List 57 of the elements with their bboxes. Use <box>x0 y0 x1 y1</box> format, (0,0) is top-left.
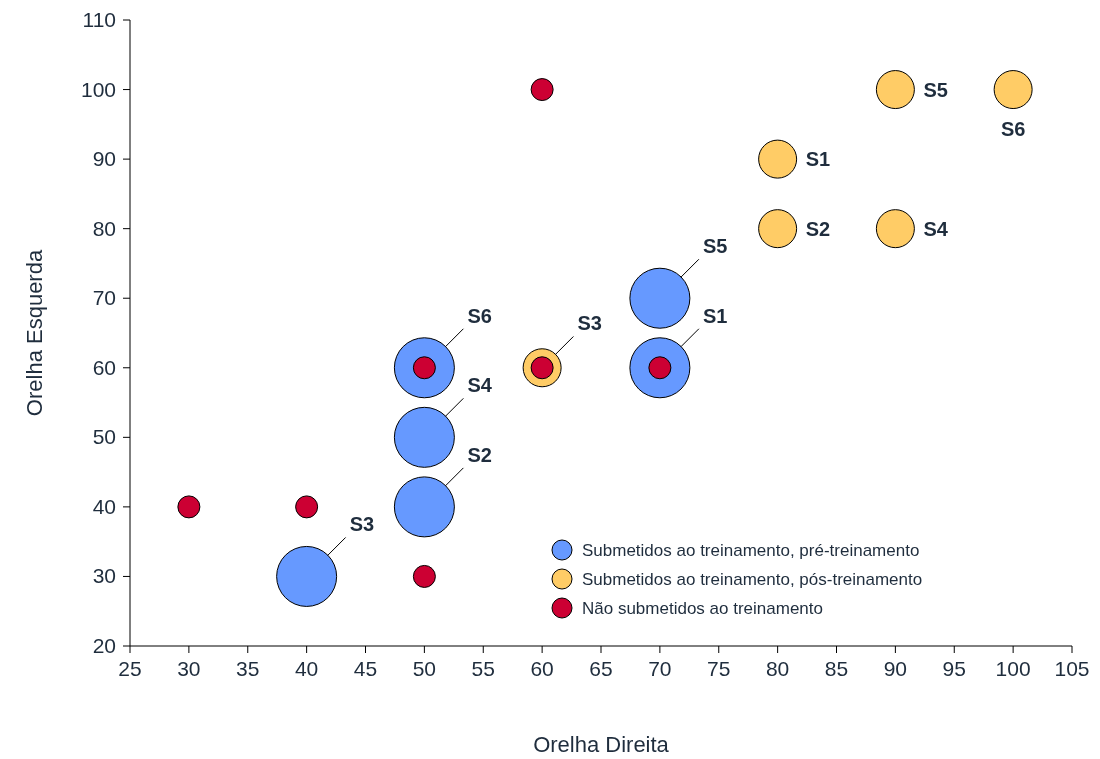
x-tick-label: 30 <box>177 657 201 680</box>
annotation: S2 <box>467 443 492 466</box>
point <box>875 209 915 249</box>
annotation: S3 <box>577 312 602 335</box>
legend-label: Não submetidos ao treinamento <box>582 599 823 618</box>
x-tick-label: 55 <box>471 657 495 680</box>
y-tick-label: 30 <box>92 564 116 588</box>
y-tick-label: 110 <box>82 8 116 31</box>
point <box>875 70 915 110</box>
legend-label: Submetidos ao treinamento, pré-treinamento <box>582 541 920 560</box>
x-tick-label: 75 <box>707 657 731 680</box>
x-tick-label: 80 <box>765 657 790 680</box>
annotation: S2 <box>805 217 831 240</box>
x-tick-label: 95 <box>942 657 966 680</box>
point <box>758 209 798 249</box>
x-tick-label: 45 <box>353 657 378 680</box>
x-tick-label: 40 <box>294 657 319 680</box>
point <box>758 139 798 179</box>
y-tick-label: 90 <box>92 147 116 171</box>
x-axis-title: Orelha Direita <box>533 732 670 757</box>
point <box>629 267 691 329</box>
annotation: S1 <box>805 148 831 171</box>
y-tick-label: 40 <box>92 494 116 518</box>
x-tick-label: 70 <box>648 657 672 680</box>
x-tick-label: 25 <box>118 657 142 680</box>
annotation: S5 <box>702 235 728 258</box>
point <box>393 406 455 468</box>
annotation: S3 <box>349 513 375 536</box>
point <box>276 545 338 607</box>
x-tick-label: 100 <box>995 657 1031 680</box>
annotation: S6 <box>1000 117 1026 140</box>
x-tick-label: 50 <box>412 657 437 680</box>
annotation: S5 <box>923 78 948 101</box>
y-tick-label: 60 <box>92 355 116 379</box>
x-tick-label: 60 <box>530 657 554 680</box>
y-tick-label: 70 <box>92 286 116 310</box>
point <box>993 70 1033 110</box>
annotation: S1 <box>702 304 728 327</box>
annotation: S4 <box>467 374 493 397</box>
x-tick-label: 105 <box>1054 657 1090 680</box>
point <box>295 495 319 519</box>
y-tick-label: 20 <box>92 634 116 657</box>
y-tick-label: 100 <box>80 77 116 101</box>
point <box>177 495 201 519</box>
y-axis-title: Orelha Esquerda <box>22 249 47 417</box>
point <box>530 78 554 102</box>
legend-label: Submetidos ao treinamento, pós-treinamento <box>582 570 923 589</box>
point <box>412 564 436 588</box>
annotation: S6 <box>467 304 492 327</box>
y-tick-label: 80 <box>92 216 116 240</box>
point <box>393 476 455 538</box>
x-tick-label: 90 <box>883 657 908 680</box>
x-tick-label: 35 <box>236 657 260 680</box>
x-tick-label: 65 <box>589 657 613 680</box>
y-tick-label: 50 <box>92 425 116 449</box>
x-tick-label: 85 <box>824 657 849 680</box>
annotation: S4 <box>923 217 949 240</box>
